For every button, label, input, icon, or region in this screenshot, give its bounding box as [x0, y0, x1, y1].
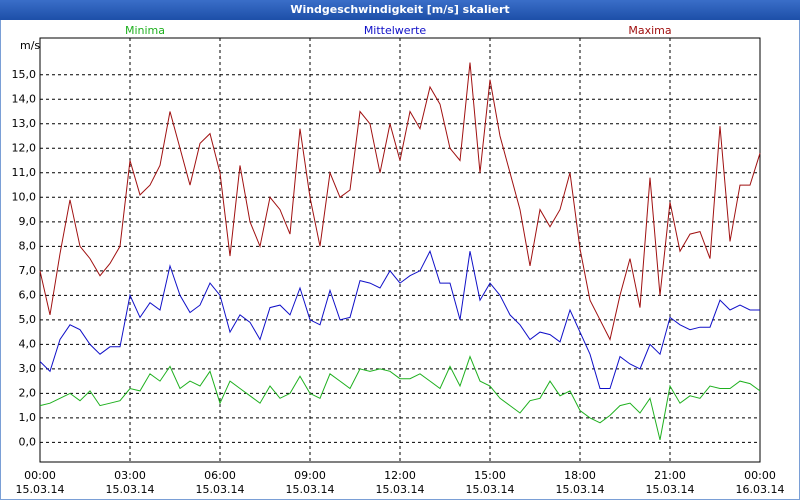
- x-tick-label: 09:00: [294, 469, 326, 482]
- x-tick-date: 15.03.14: [466, 483, 515, 496]
- y-tick-label: 14,0: [12, 92, 37, 105]
- y-tick-label: 9,0: [19, 215, 37, 228]
- y-axis-label: m/s: [20, 39, 40, 52]
- x-tick-date: 15.03.14: [106, 483, 155, 496]
- x-tick-label: 15:00: [474, 469, 506, 482]
- x-tick-date: 15.03.14: [286, 483, 335, 496]
- x-tick-label: 00:00: [744, 469, 776, 482]
- y-tick-label: 11,0: [12, 166, 37, 179]
- series-line: [39, 249, 760, 389]
- y-tick-label: 2,0: [19, 386, 37, 399]
- x-tick-label: 00:00: [24, 469, 56, 482]
- y-tick-label: 12,0: [12, 141, 37, 154]
- y-tick-label: 8,0: [19, 239, 37, 252]
- y-tick-label: 4,0: [19, 337, 37, 350]
- y-tick-label: 1,0: [19, 411, 37, 424]
- x-tick-label: 12:00: [384, 469, 416, 482]
- x-tick-label: 03:00: [114, 469, 146, 482]
- x-tick-label: 06:00: [204, 469, 236, 482]
- series-line: [39, 62, 761, 341]
- y-tick-label: 6,0: [19, 288, 37, 301]
- x-tick-date: 15.03.14: [646, 483, 695, 496]
- y-tick-label: 15,0: [12, 68, 37, 81]
- legend-entry: Maxima: [628, 24, 671, 37]
- x-tick-date: 15.03.14: [196, 483, 245, 496]
- title-bar: [0, 0, 800, 20]
- legend-entry: Mittelwerte: [364, 24, 427, 37]
- x-tick-date: 15.03.14: [556, 483, 605, 496]
- y-tick-label: 10,0: [12, 190, 37, 203]
- y-tick-label: 0,0: [19, 435, 37, 448]
- x-tick-date: 15.03.14: [16, 483, 65, 496]
- legend-entry: Minima: [125, 24, 165, 37]
- y-tick-label: 3,0: [19, 362, 37, 375]
- x-tick-label: 18:00: [564, 469, 596, 482]
- y-tick-label: 13,0: [12, 117, 37, 130]
- y-tick-label: 7,0: [19, 264, 37, 277]
- chart-title: Windgeschwindigkeit [m/s] skaliert: [290, 3, 509, 16]
- y-tick-label: 5,0: [19, 313, 37, 326]
- x-tick-date: 15.03.14: [376, 483, 425, 496]
- series-line: [39, 355, 761, 441]
- x-tick-date: 16.03.14: [736, 483, 785, 496]
- x-tick-label: 21:00: [654, 469, 686, 482]
